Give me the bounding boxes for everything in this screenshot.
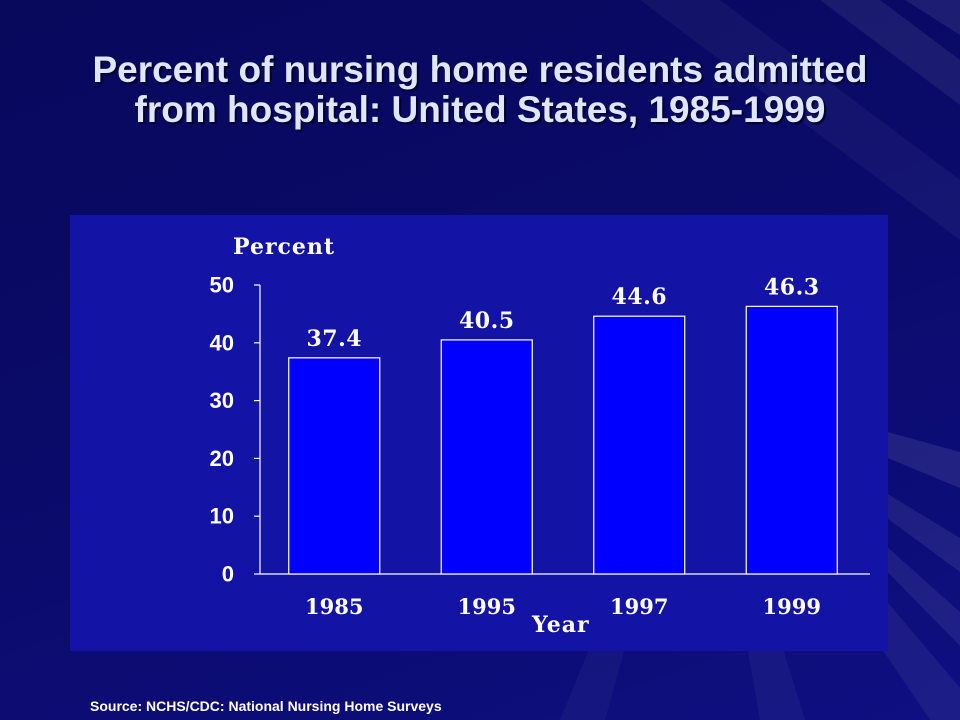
- x-tick-label-1997: 1997: [610, 594, 668, 619]
- y-tick-label-50: 50: [210, 273, 234, 298]
- data-label-1985: 37.4: [306, 326, 362, 352]
- light-streak: [820, 0, 960, 105]
- data-label-1999: 46.3: [764, 274, 820, 300]
- y-tick-label-10: 10: [210, 504, 234, 529]
- light-streak: [905, 0, 960, 35]
- data-label-1997: 44.6: [611, 284, 667, 310]
- x-tick-label-1999: 1999: [763, 594, 821, 619]
- y-tick-label-40: 40: [210, 330, 234, 355]
- x-tick-label-1985: 1985: [305, 594, 363, 619]
- bar-chart: 0 10 20 30 40 50 37.4 1985 40.5 1995 44.6 1997 46.3 1…: [210, 234, 870, 638]
- bar-1999: [745, 305, 838, 575]
- y-tick-label-20: 20: [210, 446, 234, 471]
- y-axis-title: Percent: [233, 234, 335, 260]
- bar-1995: [440, 339, 533, 575]
- light-streak: [640, 0, 960, 240]
- bar-1997: [593, 315, 686, 575]
- data-label-1995: 40.5: [459, 308, 515, 334]
- x-axis-title: Year: [531, 612, 590, 638]
- y-tick-label-30: 30: [210, 388, 234, 413]
- slide-title-line-2: from hospital: United States, 1985-1999: [134, 89, 826, 130]
- x-tick-label-1995: 1995: [458, 594, 516, 619]
- source-note: Source: NCHS/CDC: National Nursing Home …: [90, 698, 442, 714]
- bar-1985: [288, 357, 381, 575]
- y-tick-label-0: 0: [222, 562, 234, 587]
- chart-panel: 0 10 20 30 40 50 37.4 1985 40.5 1995 44.6 1997 46.3 1…: [70, 215, 888, 651]
- slide-title-line-1: Percent of nursing home residents admitt…: [92, 49, 868, 90]
- slide-title: Percent of nursing home residents admitt…: [0, 50, 960, 130]
